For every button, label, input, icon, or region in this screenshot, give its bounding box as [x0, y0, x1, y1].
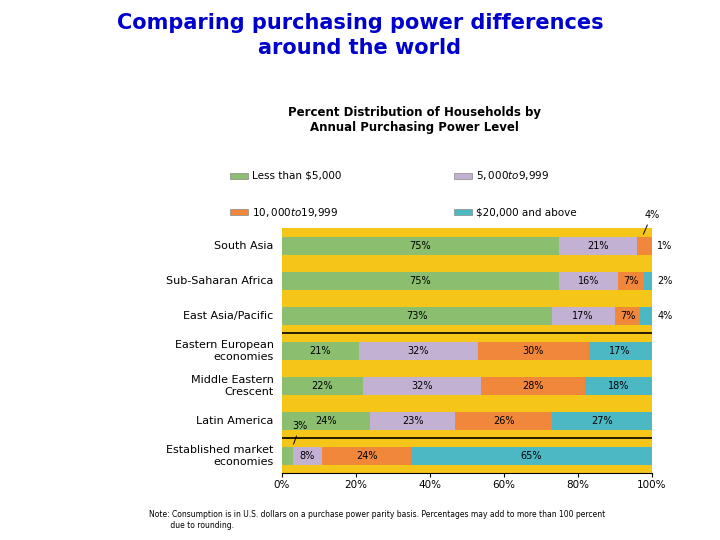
Text: 23%: 23% — [402, 416, 423, 426]
Text: Less than $5,000: Less than $5,000 — [252, 171, 341, 180]
Bar — [552, 307, 615, 325]
Text: 27%: 27% — [591, 416, 613, 426]
Bar — [477, 342, 589, 360]
Bar — [641, 307, 655, 325]
Bar — [282, 272, 559, 290]
FancyBboxPatch shape — [454, 210, 472, 215]
Text: 75%: 75% — [410, 241, 431, 251]
Text: 22%: 22% — [312, 381, 333, 391]
Bar — [282, 447, 292, 465]
Text: Latin America: Latin America — [197, 416, 274, 426]
Text: 18%: 18% — [608, 381, 629, 391]
Text: $10,000 to $19,999: $10,000 to $19,999 — [252, 206, 338, 219]
Bar — [559, 272, 618, 290]
Text: Comparing purchasing power differences
around the world: Comparing purchasing power differences a… — [117, 13, 603, 58]
Bar — [282, 412, 370, 430]
Text: Percent Distribution of Households by
Annual Purchasing Power Level: Percent Distribution of Households by An… — [287, 106, 541, 134]
Text: 32%: 32% — [408, 346, 429, 356]
Bar — [363, 377, 482, 395]
Text: 24%: 24% — [356, 451, 377, 461]
Text: 17%: 17% — [572, 311, 594, 321]
Text: Eastern European
economies: Eastern European economies — [175, 340, 274, 362]
Bar — [282, 237, 559, 255]
FancyBboxPatch shape — [230, 173, 248, 179]
Text: 21%: 21% — [310, 346, 331, 356]
Text: $5,000 to $9,999: $5,000 to $9,999 — [477, 169, 549, 182]
Bar — [323, 447, 411, 465]
Bar — [636, 237, 652, 255]
FancyBboxPatch shape — [454, 173, 472, 179]
Text: Established market
economies: Established market economies — [166, 445, 274, 467]
Text: 2%: 2% — [657, 276, 672, 286]
Text: 75%: 75% — [410, 276, 431, 286]
Text: South Asia: South Asia — [215, 241, 274, 251]
Text: 21%: 21% — [587, 241, 608, 251]
Text: 65%: 65% — [521, 451, 542, 461]
Bar — [282, 377, 363, 395]
Bar — [585, 377, 652, 395]
Text: 16%: 16% — [578, 276, 599, 286]
Text: 4%: 4% — [657, 311, 672, 321]
Bar — [282, 307, 552, 325]
Text: 28%: 28% — [523, 381, 544, 391]
FancyBboxPatch shape — [230, 210, 248, 215]
Text: 3%: 3% — [292, 421, 308, 444]
Text: East Asia/Pacific: East Asia/Pacific — [184, 311, 274, 321]
Bar — [552, 412, 652, 430]
Text: Middle Eastern
Crescent: Middle Eastern Crescent — [191, 375, 274, 397]
Text: 26%: 26% — [492, 416, 514, 426]
Text: $20,000 and above: $20,000 and above — [477, 207, 577, 217]
Text: 30%: 30% — [523, 346, 544, 356]
Text: 32%: 32% — [411, 381, 433, 391]
Text: Note: Consumption is in U.S. dollars on a purchase power parity basis. Percentag: Note: Consumption is in U.S. dollars on … — [149, 510, 606, 530]
Bar — [282, 342, 359, 360]
Text: 24%: 24% — [315, 416, 337, 426]
Bar — [615, 307, 641, 325]
Bar — [482, 377, 585, 395]
Text: 7%: 7% — [620, 311, 635, 321]
Bar — [644, 272, 652, 290]
Bar — [411, 447, 652, 465]
Bar — [652, 237, 655, 255]
Bar — [559, 237, 636, 255]
Text: 8%: 8% — [300, 451, 315, 461]
Text: 73%: 73% — [406, 311, 428, 321]
Text: Sub-Saharan Africa: Sub-Saharan Africa — [166, 276, 274, 286]
Bar — [456, 412, 552, 430]
Bar — [589, 342, 652, 360]
Text: 1%: 1% — [657, 241, 672, 251]
Bar — [359, 342, 477, 360]
Text: 17%: 17% — [609, 346, 631, 356]
Text: 4%: 4% — [644, 210, 660, 234]
Bar — [292, 447, 323, 465]
Bar — [370, 412, 456, 430]
Bar — [618, 272, 644, 290]
Text: 7%: 7% — [624, 276, 639, 286]
